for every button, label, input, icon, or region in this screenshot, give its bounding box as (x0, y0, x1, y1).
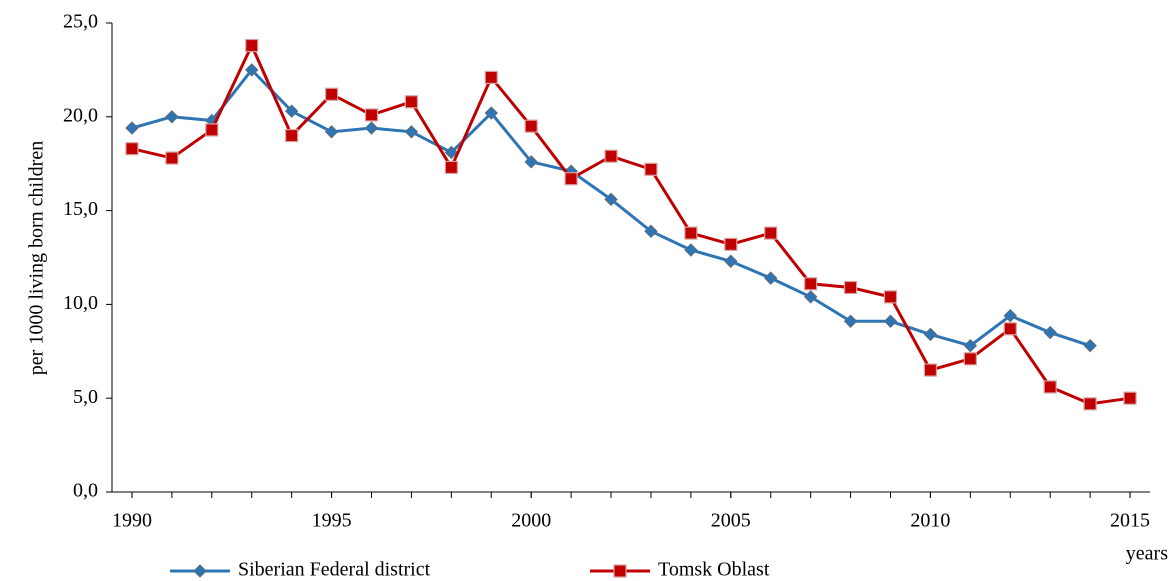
data-point (404, 95, 419, 109)
series-line (131, 67, 1091, 348)
data-point (684, 226, 698, 240)
data-point (125, 121, 139, 135)
data-point (245, 63, 259, 77)
data-point (484, 106, 498, 120)
data-point (324, 87, 339, 101)
data-point (764, 271, 778, 285)
x-tick-label: 2015 (1110, 510, 1150, 532)
data-point (524, 119, 538, 133)
x-tick-label: 1995 (312, 510, 352, 532)
data-point (644, 224, 658, 238)
data-point (364, 108, 379, 122)
data-point (963, 352, 977, 366)
x-axis-title: years (1126, 543, 1168, 565)
data-point (564, 172, 578, 186)
y-tick-label: 10,0 (63, 292, 98, 314)
data-point (444, 160, 458, 175)
x-tick-label: 2010 (910, 510, 950, 532)
data-point (1003, 322, 1017, 336)
x-tick-label: 2005 (711, 510, 751, 532)
data-point (1083, 338, 1097, 353)
legend-label: Tomsk Oblast (658, 559, 770, 581)
data-point (883, 290, 898, 304)
series-line (131, 41, 1131, 406)
data-point (764, 226, 778, 240)
x-tick-label: 1990 (112, 510, 152, 532)
data-point (843, 280, 858, 295)
y-tick-label: 25,0 (63, 11, 98, 33)
legend-marker (193, 564, 207, 578)
data-point (165, 110, 179, 124)
data-point (284, 104, 299, 118)
data-point (883, 314, 898, 328)
data-point (1003, 308, 1017, 323)
data-point (165, 151, 179, 165)
data-point (604, 192, 618, 207)
y-tick-label: 20,0 (63, 104, 98, 126)
x-tick-label: 2000 (511, 510, 551, 532)
legend-label: Siberian Federal district (238, 559, 431, 581)
data-point (644, 162, 658, 176)
data-point (963, 338, 978, 353)
data-point (604, 149, 618, 163)
data-point (1043, 325, 1057, 340)
y-axis-title: per 1000 living born children (26, 141, 48, 375)
data-point (524, 155, 538, 169)
data-point (364, 121, 379, 135)
data-point (1123, 391, 1137, 405)
data-point (923, 363, 938, 377)
data-point (285, 128, 299, 143)
data-point (324, 125, 339, 139)
data-point (803, 290, 818, 304)
data-point (1043, 380, 1057, 394)
data-point (684, 243, 698, 257)
data-point (923, 327, 938, 342)
y-tick-label: 0,0 (73, 480, 98, 502)
data-point (205, 123, 219, 137)
data-point (1083, 397, 1097, 411)
data-point (724, 237, 738, 251)
data-point (125, 142, 139, 156)
data-point (804, 277, 818, 291)
data-point (444, 145, 459, 160)
data-point (843, 314, 858, 328)
data-point (484, 70, 498, 85)
data-point (724, 254, 738, 268)
data-point (245, 38, 259, 53)
y-tick-label: 5,0 (73, 386, 98, 408)
legend-marker (613, 564, 627, 578)
y-tick-label: 15,0 (63, 198, 98, 220)
data-point (404, 125, 419, 139)
